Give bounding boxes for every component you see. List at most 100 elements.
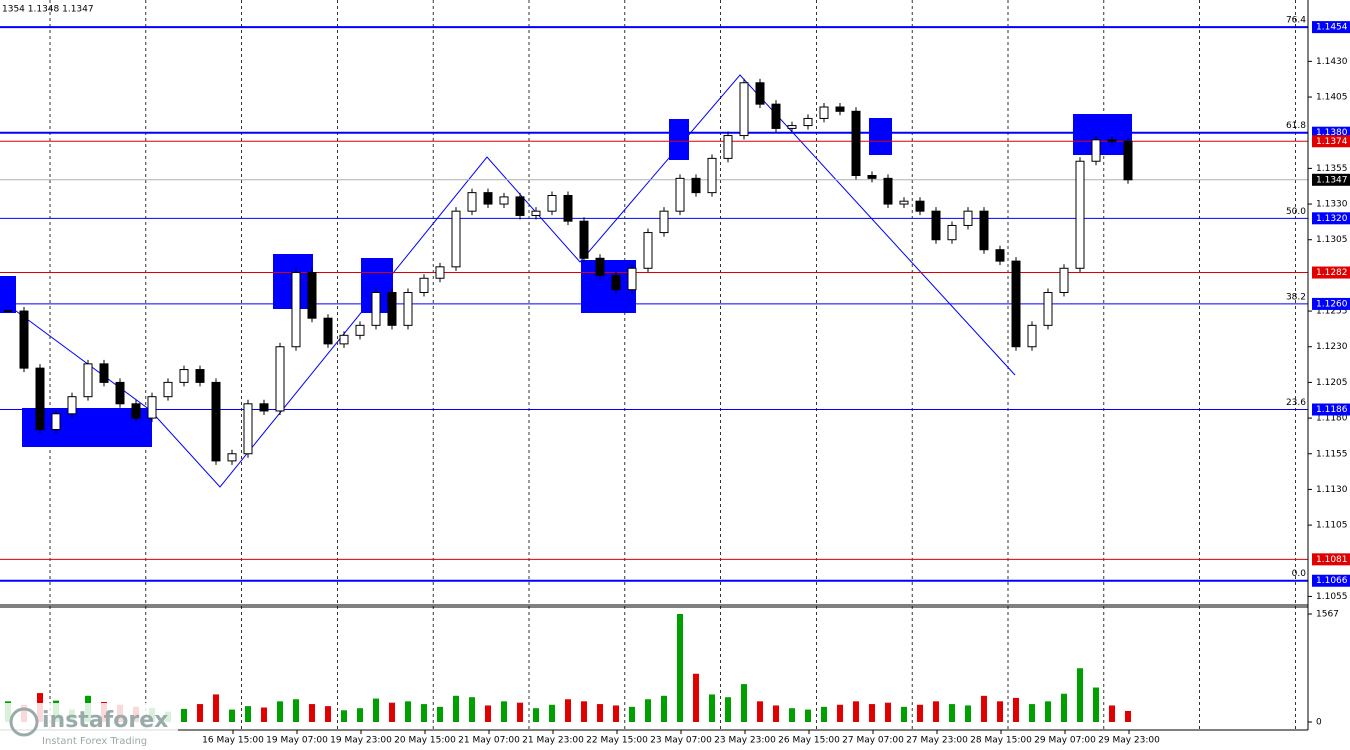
- y-tick-label: 1.1255: [1316, 307, 1348, 317]
- candle: [115, 381, 125, 405]
- candle: [1027, 324, 1037, 348]
- candle: [99, 363, 109, 383]
- volume-bar: [229, 709, 235, 722]
- volume-bar: [357, 708, 363, 722]
- candle: [899, 200, 909, 205]
- fib-label: 0.0: [1292, 569, 1307, 579]
- candle: [771, 103, 781, 129]
- volume-bar: [181, 708, 187, 722]
- volume-bar: [933, 701, 939, 722]
- candle: [211, 381, 221, 462]
- candle: [931, 210, 941, 241]
- candle: [147, 396, 157, 419]
- candle: [323, 317, 333, 345]
- volume-bar: [693, 673, 699, 722]
- candle: [867, 175, 877, 179]
- candle: [403, 292, 413, 326]
- level-label: 1.1066: [1316, 576, 1348, 586]
- y-tick-label: 1.1155: [1316, 449, 1348, 459]
- candle: [243, 403, 253, 455]
- candle: [979, 210, 989, 251]
- fib-label: 76.4: [1286, 16, 1306, 26]
- level-label-box: [1312, 266, 1350, 279]
- volume-tick-label: 0: [1316, 718, 1322, 728]
- volume-bar: [373, 698, 379, 722]
- x-tick-label: 16 May 15:00: [202, 736, 264, 746]
- candle: [499, 196, 509, 205]
- candle: [1091, 139, 1101, 162]
- volume-bar: [981, 695, 987, 722]
- candle: [851, 110, 861, 177]
- volume-bar: [213, 694, 219, 722]
- candle: [355, 324, 365, 336]
- candle: [371, 292, 381, 326]
- volume-bar: [421, 704, 427, 722]
- volume-bar: [549, 704, 555, 722]
- volume-bar: [485, 705, 491, 722]
- volume-bar: [997, 701, 1003, 722]
- x-tick-label: 19 May 07:00: [266, 736, 328, 746]
- fib-label: 38.2: [1286, 292, 1306, 302]
- y-tick-label: 1.1130: [1316, 485, 1348, 495]
- volume-bar: [341, 710, 347, 722]
- y-tick-label: 1.1330: [1316, 200, 1348, 210]
- volume-bar: [805, 709, 811, 722]
- x-tick-label: 27 May 23:00: [906, 736, 968, 746]
- candle: [723, 135, 733, 159]
- volume-bar: [1061, 693, 1067, 722]
- volume-bar: [325, 706, 331, 722]
- volume-bar: [837, 704, 843, 722]
- candle: [131, 403, 141, 419]
- volume-bar: [885, 702, 891, 722]
- volume-bar: [245, 706, 251, 722]
- candle: [83, 363, 93, 398]
- level-label-box: [1312, 553, 1350, 566]
- candle: [19, 310, 29, 369]
- candle: [35, 367, 45, 430]
- candle: [563, 194, 573, 222]
- volume-bar: [389, 702, 395, 722]
- x-tick-label: 19 May 23:00: [330, 736, 392, 746]
- volume-tick-label: 1567: [1316, 610, 1339, 620]
- logo-icon: [9, 707, 39, 737]
- y-tick-label: 1.1430: [1316, 57, 1348, 67]
- candle: [1043, 292, 1053, 326]
- candle: [1075, 160, 1085, 269]
- volume-bar: [1125, 710, 1131, 722]
- volume-bar: [1013, 697, 1019, 722]
- x-tick-label: 21 May 23:00: [522, 736, 584, 746]
- y-tick-label: 1.1105: [1316, 521, 1348, 531]
- zone-box: [1073, 114, 1132, 155]
- level-label: 1.1347: [1316, 175, 1348, 185]
- grid: [49, 0, 1296, 730]
- level-label: 1.1186: [1316, 405, 1348, 415]
- candle: [755, 82, 765, 105]
- x-tick-label: 28 May 15:00: [970, 736, 1032, 746]
- candle: [643, 232, 653, 269]
- volume-bar: [949, 704, 955, 722]
- logo-tagline: Instant Forex Trading: [42, 736, 147, 747]
- y-tick-label: 1.1055: [1316, 592, 1348, 602]
- candle: [467, 192, 477, 212]
- candle: [291, 272, 301, 348]
- level-label: 1.1260: [1316, 299, 1348, 309]
- x-tick-label: 21 May 07:00: [458, 736, 520, 746]
- candle: [659, 210, 669, 234]
- volume-bar: [453, 695, 459, 722]
- volume-bar: [741, 684, 747, 722]
- x-tick-label: 26 May 15:00: [778, 736, 840, 746]
- volume-bar: [293, 699, 299, 722]
- level-label: 1.1282: [1316, 268, 1348, 278]
- y-tick-label: 1.1355: [1316, 164, 1348, 174]
- level-label-box: [1312, 21, 1350, 34]
- y-tick-label: 1.1230: [1316, 342, 1348, 352]
- zone-box: [869, 118, 892, 155]
- candle: [419, 277, 429, 294]
- candle: [67, 396, 77, 415]
- candle: [339, 334, 349, 345]
- volume-bar: [789, 708, 795, 722]
- volume-bar: [853, 701, 859, 722]
- candle: [1059, 267, 1069, 294]
- candle: [883, 177, 893, 205]
